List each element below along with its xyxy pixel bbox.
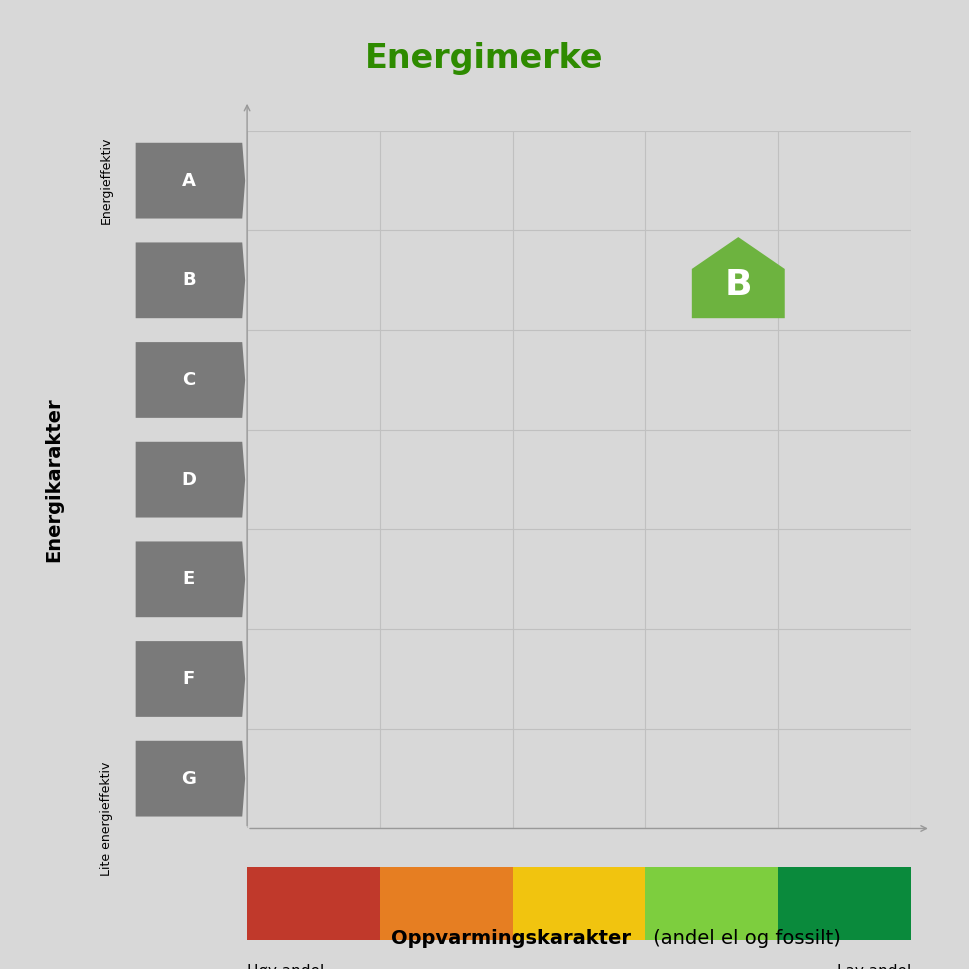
Text: Lav andel: Lav andel <box>836 964 911 969</box>
Text: Energieffektiv: Energieffektiv <box>100 137 113 225</box>
Text: Energimerke: Energimerke <box>365 42 604 75</box>
Text: B: B <box>182 271 196 290</box>
Text: C: C <box>182 371 196 389</box>
Text: Oppvarmingskarakter: Oppvarmingskarakter <box>391 928 631 948</box>
Text: D: D <box>181 471 197 488</box>
Text: A: A <box>182 172 196 190</box>
Text: G: G <box>181 769 197 788</box>
Text: E: E <box>183 571 195 588</box>
Text: F: F <box>183 670 195 688</box>
Text: Høy andel: Høy andel <box>247 964 325 969</box>
Text: B: B <box>725 268 752 302</box>
Text: (andel el og fossilt): (andel el og fossilt) <box>647 928 841 948</box>
Text: Lite energieffektiv: Lite energieffektiv <box>100 762 113 876</box>
Polygon shape <box>692 237 785 318</box>
Text: Energikarakter: Energikarakter <box>44 397 63 562</box>
